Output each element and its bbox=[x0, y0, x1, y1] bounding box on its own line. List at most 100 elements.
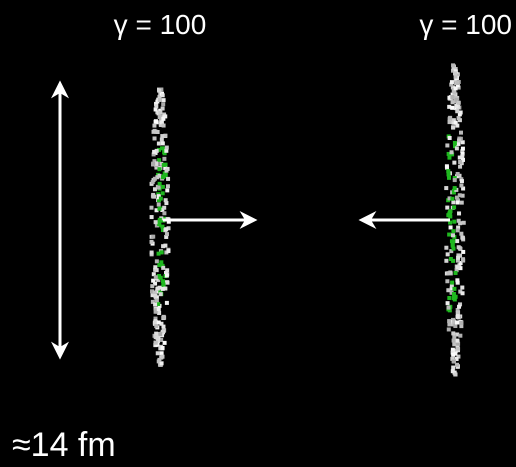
nucleon bbox=[451, 229, 456, 234]
nucleon bbox=[161, 98, 166, 103]
nucleon bbox=[449, 290, 454, 295]
nucleon bbox=[153, 220, 158, 225]
nucleon bbox=[456, 354, 461, 359]
nucleon bbox=[163, 172, 168, 177]
nucleon bbox=[449, 286, 454, 291]
nucleon bbox=[160, 228, 165, 233]
nucleon bbox=[458, 221, 463, 226]
nucleon bbox=[451, 296, 456, 301]
nucleon bbox=[163, 286, 168, 291]
nucleon bbox=[459, 183, 464, 188]
nucleon bbox=[157, 263, 162, 268]
nucleon bbox=[152, 187, 157, 192]
nucleon bbox=[452, 219, 457, 224]
nucleon bbox=[451, 120, 456, 125]
nucleon bbox=[449, 80, 454, 85]
nucleon bbox=[448, 209, 453, 214]
nucleon bbox=[159, 351, 164, 356]
nucleon bbox=[447, 175, 452, 180]
nucleon bbox=[156, 320, 161, 325]
nucleon bbox=[457, 193, 462, 198]
nucleon bbox=[455, 265, 460, 270]
nucleon bbox=[451, 125, 456, 130]
nucleon bbox=[444, 258, 449, 263]
nucleon bbox=[459, 200, 464, 205]
nucleon bbox=[163, 133, 168, 138]
nucleon bbox=[153, 267, 158, 272]
nucleon bbox=[446, 169, 451, 174]
nucleon bbox=[162, 150, 167, 155]
nucleon bbox=[451, 258, 456, 263]
nucleon bbox=[154, 129, 159, 134]
size-label: ≈14 fm bbox=[12, 426, 116, 464]
nucleon bbox=[447, 232, 452, 237]
nucleon bbox=[458, 289, 463, 294]
nucleon bbox=[160, 93, 165, 98]
nucleon bbox=[159, 250, 164, 255]
nucleon bbox=[456, 218, 461, 223]
nucleon bbox=[446, 327, 451, 332]
nucleon bbox=[445, 252, 450, 257]
nucleon bbox=[154, 331, 159, 336]
nucleon bbox=[454, 268, 459, 273]
nucleon bbox=[445, 279, 450, 284]
nucleon bbox=[455, 81, 460, 86]
nucleon bbox=[457, 155, 462, 160]
nucleon bbox=[451, 66, 456, 71]
nucleon bbox=[160, 184, 165, 189]
nucleon bbox=[166, 219, 171, 224]
nucleon bbox=[164, 270, 169, 275]
nucleon bbox=[161, 282, 166, 287]
nucleon bbox=[455, 109, 460, 114]
nucleon bbox=[452, 90, 457, 95]
nucleon bbox=[452, 140, 457, 145]
nucleon bbox=[447, 95, 452, 100]
nucleon bbox=[445, 143, 450, 148]
nucleon bbox=[163, 198, 168, 203]
nucleon bbox=[451, 292, 456, 297]
nucleon bbox=[161, 244, 166, 249]
nucleon bbox=[446, 288, 451, 293]
nucleon bbox=[155, 351, 160, 356]
nucleon bbox=[164, 234, 169, 239]
nucleon bbox=[445, 301, 450, 306]
nucleon bbox=[453, 372, 458, 377]
nucleon bbox=[152, 290, 157, 295]
nucleon bbox=[460, 193, 465, 198]
nucleon bbox=[456, 116, 461, 121]
nucleon bbox=[455, 280, 460, 285]
nucleon bbox=[164, 145, 169, 150]
nucleon bbox=[154, 324, 159, 329]
nucleon bbox=[163, 114, 168, 119]
nucleon bbox=[150, 299, 155, 304]
nucleon bbox=[159, 260, 164, 265]
nucleon bbox=[455, 239, 460, 244]
nucleon bbox=[151, 161, 156, 166]
nucleon bbox=[155, 335, 160, 340]
nucleon bbox=[444, 245, 449, 250]
nucleon bbox=[454, 195, 459, 200]
nucleon bbox=[451, 63, 456, 68]
nucleon bbox=[150, 180, 155, 185]
nucleon bbox=[451, 190, 456, 195]
nucleon bbox=[152, 136, 157, 141]
nucleon bbox=[455, 314, 460, 319]
nucleon bbox=[156, 141, 161, 146]
nucleon bbox=[166, 226, 171, 231]
nucleon bbox=[455, 200, 460, 205]
nucleon bbox=[153, 309, 158, 314]
nucleon bbox=[156, 185, 161, 190]
nucleon bbox=[459, 231, 464, 236]
nucleon bbox=[450, 356, 455, 361]
nucleon bbox=[455, 308, 460, 313]
nucleon bbox=[461, 249, 466, 254]
nucleon bbox=[160, 286, 165, 291]
nucleon bbox=[455, 332, 460, 337]
nucleon bbox=[159, 337, 164, 342]
nucleon bbox=[153, 316, 158, 321]
nucleon bbox=[453, 86, 458, 91]
nucleon bbox=[451, 331, 456, 336]
nucleon bbox=[154, 298, 159, 303]
nucleon bbox=[159, 361, 164, 366]
